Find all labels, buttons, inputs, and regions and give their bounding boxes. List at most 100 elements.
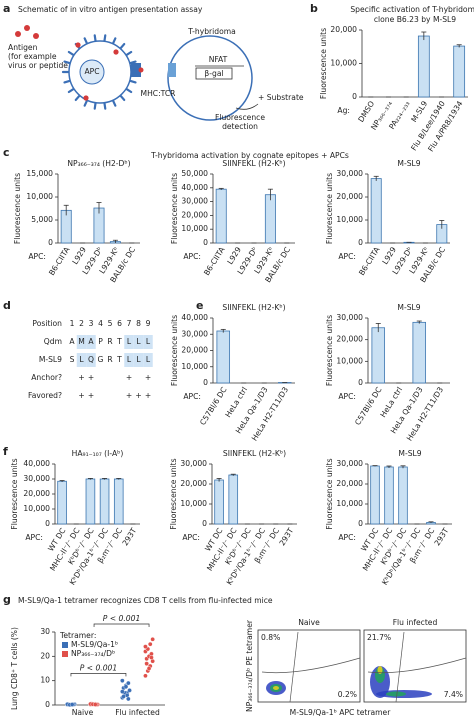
residue: L	[146, 355, 151, 364]
highlight	[76, 353, 87, 367]
dot	[143, 673, 148, 679]
y-tick-label: 0	[358, 378, 363, 387]
category-axis-label: APC:	[338, 533, 356, 542]
antigen-dot	[83, 95, 89, 101]
position: 2	[79, 319, 84, 328]
flag: +	[145, 373, 151, 382]
bar	[113, 478, 124, 525]
residue: L	[136, 355, 141, 364]
flag: +	[88, 373, 94, 382]
dot	[149, 655, 154, 660]
bar	[370, 178, 382, 244]
arrow	[235, 103, 259, 110]
section-title: T-hybridoma activation by cognate epitop…	[150, 151, 349, 160]
legend-swatch	[62, 642, 68, 648]
y-tick-label: 10,000	[180, 499, 207, 508]
residue: M	[78, 337, 85, 346]
residue: L	[136, 337, 141, 346]
residue: G	[98, 355, 104, 364]
highlight	[143, 335, 153, 349]
y-tick-label: 10,000	[330, 59, 357, 68]
row-label: Position	[32, 319, 62, 328]
highlight	[76, 335, 87, 349]
gate	[289, 631, 299, 703]
position: 1	[70, 319, 75, 328]
flag: +	[126, 391, 132, 400]
dot	[146, 666, 152, 671]
dot	[126, 680, 131, 686]
y-tick-label: 30,000	[180, 459, 207, 468]
y-tick-label: 0	[203, 378, 208, 387]
dot	[143, 644, 148, 649]
residue: L	[79, 355, 84, 364]
dot	[69, 702, 75, 707]
panel-label: g	[3, 593, 11, 606]
y-tick-label: 30,000	[23, 474, 50, 483]
nfat-label: NFAT	[209, 55, 228, 64]
y-axis-label: Fluorescence units	[325, 458, 334, 529]
bgal-box	[195, 67, 233, 80]
highlight	[86, 353, 96, 367]
panel-label: c	[3, 146, 10, 159]
density	[375, 667, 385, 683]
legend-label: NP₃₆₆₋₃₇₄/Dᵇ	[71, 649, 115, 658]
y-tick-label: 20,000	[330, 25, 357, 34]
annotation: P < 0.001	[80, 663, 118, 672]
legend-swatch	[62, 651, 68, 657]
y-axis-label: Fluorescence units	[319, 28, 328, 99]
gate	[395, 631, 405, 703]
flow-x-label: M-SL9/Qa-1ᵇ APC tetramer	[290, 708, 392, 717]
chart-title: clone B6.23 by M-SL9	[374, 15, 456, 24]
bracket	[93, 623, 150, 627]
category-axis-label: APC:	[182, 533, 200, 542]
residue: L	[127, 355, 132, 364]
y-axis-label: Lung CD8⁺ T cells (%)	[10, 627, 19, 710]
antigen-dot	[33, 33, 39, 39]
flow-y-label: NP₃₆₆₋₃₇₄/Dᵇ PE tetramer	[245, 619, 254, 712]
y-tick-label: 0	[358, 238, 363, 247]
residue: Q	[88, 355, 94, 364]
residue: L	[146, 337, 151, 346]
flag: +	[78, 391, 84, 400]
category-axis-label: APC:	[183, 392, 201, 401]
panel-label: d	[3, 299, 11, 312]
chart-title: M-SL9	[398, 449, 421, 458]
y-tick-label: 20,000	[336, 192, 363, 201]
y-tick-label: 20	[40, 651, 50, 660]
bar	[398, 466, 408, 525]
residue: P	[98, 337, 103, 346]
tcr	[168, 63, 176, 77]
y-tick-label: 20,000	[181, 346, 208, 355]
flow-title: Flu infected	[393, 618, 438, 627]
y-axis-label: Fluorescence units	[170, 173, 179, 244]
y-tick-label: 10,000	[336, 215, 363, 224]
residue: R	[107, 355, 113, 364]
y-tick-label: 20,000	[336, 335, 363, 344]
y-tick-label: 30,000	[336, 313, 363, 322]
bgal-label: β-gal	[204, 69, 223, 78]
y-tick-label: 50,000	[181, 169, 208, 178]
y-tick-label: 40,000	[181, 313, 208, 322]
residue: T	[116, 355, 122, 364]
detection-label: Fluorescence	[215, 113, 265, 122]
bar	[384, 466, 394, 525]
chart-title: Specific activation of T-hybridoma	[350, 5, 474, 14]
y-tick-label: 5,000	[31, 215, 53, 224]
hybridoma-label: T-hybridoma	[187, 27, 236, 36]
antigen-dot	[15, 31, 21, 37]
y-tick-label: 0	[45, 700, 50, 709]
x-tick-label: 293T	[278, 526, 296, 547]
gate	[367, 657, 467, 674]
flag: +	[135, 391, 141, 400]
residue: S	[70, 355, 75, 364]
y-axis-label: Fluorescence units	[169, 458, 178, 529]
y-tick-label: 30,000	[336, 459, 363, 468]
bar	[57, 480, 67, 525]
dot	[120, 689, 125, 694]
category-axis-label: Ag:	[337, 106, 350, 115]
residue: A	[88, 337, 94, 346]
position: 6	[117, 319, 122, 328]
chart-title: SIINFEKL (H2-Kᵇ)	[222, 303, 285, 312]
detection-label: detection	[222, 122, 258, 131]
